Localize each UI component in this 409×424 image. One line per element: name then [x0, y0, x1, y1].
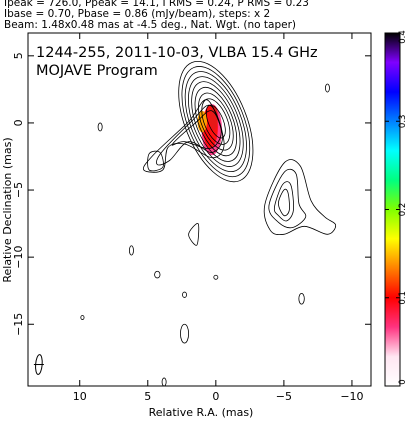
x-tick-label: 5 [144, 390, 151, 403]
jet-contour [268, 168, 307, 229]
y-tick-label: 5 [12, 52, 25, 59]
jet-contour [171, 110, 222, 149]
x-tick-label: −10 [340, 390, 363, 403]
jet-contour [142, 99, 225, 173]
jet-contour [273, 181, 294, 222]
contour-island [80, 315, 85, 320]
core-contour [184, 71, 247, 173]
colorbar-ticks: 0 0.1 0.2 0.3 0.4 [385, 30, 408, 387]
plot-frame [27, 32, 372, 387]
jet-contour [277, 188, 290, 217]
colorbar-tick-label: 0.1 [398, 291, 408, 305]
pol-heat-core [209, 105, 218, 130]
core-contour [191, 81, 241, 162]
core-contour [187, 76, 244, 167]
contour-island [129, 245, 134, 256]
header-stats-line-1: Ipeak = 726.0, Ppeak = 14.1, I RMS = 0.2… [4, 0, 309, 9]
map-layer [33, 60, 337, 386]
core-contour [201, 98, 231, 145]
y-tick-label: −15 [12, 313, 25, 336]
contour-island [325, 83, 330, 93]
axes-layer: 10 5 0 −5 −10 5 0 −5 −10 −15 [12, 33, 371, 403]
chart-subtitle: MOJAVE Program [36, 63, 158, 79]
jet-contour [263, 159, 337, 236]
y-tick-label: −10 [12, 245, 25, 268]
chart-title: 1244-255, 2011-10-03, VLBA 15.4 GHz [36, 45, 318, 61]
colorbar-tick-label: 0.4 [398, 30, 408, 44]
contour-island [180, 323, 190, 344]
core-contour [198, 92, 234, 151]
y-tick-label: −5 [12, 182, 25, 198]
colorbar-tick-label: 0.2 [398, 203, 408, 217]
x-tick-label: 10 [73, 390, 87, 403]
x-axis-label: Relative R.A. (mas) [149, 406, 254, 419]
x-tick-label: 0 [212, 390, 219, 403]
jet-contour [188, 222, 200, 246]
contour-island [182, 291, 187, 298]
header-beam-line: Beam: 1.48x0.48 mas at -4.5 deg., Nat. W… [4, 19, 297, 31]
contour-island [97, 122, 103, 132]
jet-contour [156, 104, 224, 166]
core-contour [178, 60, 254, 183]
contour-island [213, 274, 219, 280]
contour-island [298, 292, 305, 305]
core-contour [194, 86, 238, 157]
jet-contour [147, 150, 164, 172]
x-tick-label: −5 [276, 390, 292, 403]
header-stats-line-2: Ibase = 0.70, Pbase = 0.86 (mJy/beam), s… [4, 8, 271, 20]
y-tick-label: 0 [12, 119, 25, 126]
contour-island [161, 377, 167, 386]
core-contour [181, 66, 251, 178]
y-axis-label: Relative Declination (mas) [1, 137, 14, 282]
colorbar-tick-label: 0 [398, 379, 408, 384]
colorbar-tick-label: 0.3 [398, 115, 408, 129]
contour-island [154, 270, 161, 279]
